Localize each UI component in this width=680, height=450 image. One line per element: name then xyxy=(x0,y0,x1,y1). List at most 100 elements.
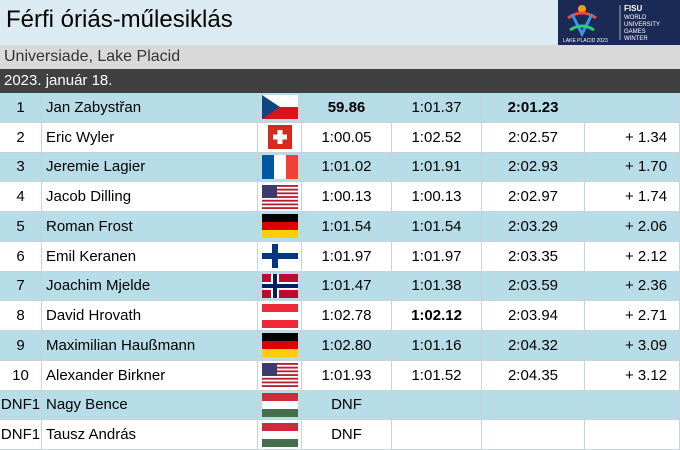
run2-cell xyxy=(392,390,482,421)
name-cell: Jeremie Lagier xyxy=(42,152,258,183)
flag xyxy=(262,393,298,417)
total-cell: 2:03.29 xyxy=(482,212,585,242)
name: Alexander Birkner xyxy=(46,366,166,384)
diff: + 1.34 xyxy=(624,128,668,146)
logo-line: UNIVERSITY xyxy=(624,22,660,28)
subtitle: Universiade, Lake Placid xyxy=(0,45,558,69)
diff: + 2.71 xyxy=(624,307,668,325)
rank: DNF1 xyxy=(0,426,41,444)
diff-cell: + 2.71 xyxy=(585,301,680,331)
flag-cell xyxy=(258,93,302,123)
result-row: 3 Jeremie Lagier 1:01.02 1:01.91 2:02.93 + 1.… xyxy=(0,152,680,183)
name-cell: David Hrovath xyxy=(42,301,258,331)
total-cell: 2:03.59 xyxy=(482,271,585,302)
logo: LAKE PLACID 2023 FISU WORLD UNIVERSITY G… xyxy=(558,0,680,45)
result-row: DNF1 Tausz András DNF xyxy=(0,420,680,450)
name: Jacob Dilling xyxy=(46,188,132,206)
run2-cell: 1:01.97 xyxy=(392,241,482,272)
title: Férfi óriás-műlesiklás xyxy=(0,0,558,45)
run1-cell: 1:02.78 xyxy=(302,301,392,331)
logo-brand: FISU xyxy=(624,4,642,13)
run1: 59.86 xyxy=(327,98,366,116)
name-cell: Joachim Mjelde xyxy=(42,271,258,302)
logo-line: WORLD xyxy=(624,15,647,21)
run2-cell: 1:02.12 xyxy=(392,301,482,331)
result-row: DNF1 Nagy Bence DNF xyxy=(0,390,680,421)
total: 2:02.93 xyxy=(507,158,559,176)
run2: 1:00.13 xyxy=(411,188,462,206)
flag xyxy=(262,274,298,298)
rank: 7 xyxy=(16,277,25,295)
run2: 1:01.16 xyxy=(411,336,462,354)
name-cell: Maximilian Haußmann xyxy=(42,331,258,361)
result-row: 4 Jacob Dilling 1:00.13 1:00.13 2:02.97 + 1.7… xyxy=(0,182,680,212)
flag xyxy=(262,304,298,328)
diff-cell xyxy=(585,390,680,421)
diff-cell: + 2.06 xyxy=(585,212,680,242)
run2: 1:01.52 xyxy=(411,366,462,384)
flag-cell xyxy=(258,301,302,331)
rank-cell: 7 xyxy=(0,271,42,302)
result-row: 5 Roman Frost 1:01.54 1:01.54 2:03.29 + 2.06 xyxy=(0,212,680,242)
run2-cell: 1:00.13 xyxy=(392,182,482,212)
flag xyxy=(262,333,298,357)
rank: 5 xyxy=(16,217,25,235)
name: Joachim Mjelde xyxy=(46,277,151,295)
diff: + 2.36 xyxy=(624,277,668,295)
run1: 1:01.97 xyxy=(321,247,372,265)
rank: 2 xyxy=(16,128,25,146)
run1: 1:01.02 xyxy=(321,158,372,176)
diff: + 3.12 xyxy=(624,366,668,384)
rank: 6 xyxy=(16,247,25,265)
run1-cell: 1:01.47 xyxy=(302,271,392,302)
name: Roman Frost xyxy=(46,217,133,235)
name-cell: Emil Keranen xyxy=(42,241,258,272)
total: 2:03.94 xyxy=(507,307,559,325)
diff-cell: + 3.09 xyxy=(585,331,680,361)
flag-cell xyxy=(258,241,302,272)
run1-cell: 59.86 xyxy=(302,93,392,123)
name: Jan Zabystřan xyxy=(46,98,142,116)
total-cell: 2:04.32 xyxy=(482,331,585,361)
run2: 1:02.52 xyxy=(411,128,462,146)
diff-cell: + 1.74 xyxy=(585,182,680,212)
total-cell: 2:02.97 xyxy=(482,182,585,212)
run1-cell: 1:01.54 xyxy=(302,212,392,242)
flag-cell xyxy=(258,212,302,242)
diff: + 1.74 xyxy=(624,188,668,206)
rank: DNF1 xyxy=(0,396,41,414)
flag-cell xyxy=(258,152,302,183)
flag-cell xyxy=(258,331,302,361)
name: Maximilian Haußmann xyxy=(46,336,196,354)
run1: 1:00.05 xyxy=(321,128,372,146)
flag xyxy=(262,423,298,447)
run1: DNF xyxy=(331,426,362,444)
run2-cell: 1:01.91 xyxy=(392,152,482,183)
flag-cell xyxy=(258,420,302,450)
logo-line: GAMES xyxy=(624,29,646,35)
flag xyxy=(262,214,298,238)
run2: 1:01.91 xyxy=(411,158,462,176)
total: 2:03.59 xyxy=(507,277,559,295)
total: 2:04.32 xyxy=(507,336,559,354)
run1: 1:01.54 xyxy=(321,217,372,235)
total: 2:03.29 xyxy=(507,217,559,235)
run2-cell: 1:01.38 xyxy=(392,271,482,302)
run1-cell: DNF xyxy=(302,390,392,421)
name-cell: Nagy Bence xyxy=(42,390,258,421)
result-row: 2 Eric Wyler 1:00.05 1:02.52 2:02.57 + 1.34 xyxy=(0,122,680,153)
run1-cell: 1:01.02 xyxy=(302,152,392,183)
total: 2:01.23 xyxy=(507,98,559,116)
total: 2:02.57 xyxy=(507,128,559,146)
rank-cell: 10 xyxy=(0,360,42,391)
rank: 4 xyxy=(16,188,25,206)
flag-cell xyxy=(258,390,302,421)
total: 2:03.35 xyxy=(507,247,559,265)
rank: 3 xyxy=(16,158,25,176)
run1-cell: DNF xyxy=(302,420,392,450)
date-bar: 2023. január 18. xyxy=(0,69,680,93)
run1: 1:02.78 xyxy=(321,307,372,325)
run1: DNF xyxy=(331,396,362,414)
run2-cell: 1:01.54 xyxy=(392,212,482,242)
result-row: 7 Joachim Mjelde 1:01.47 1:01.38 2:03.59 + 2.… xyxy=(0,271,680,302)
